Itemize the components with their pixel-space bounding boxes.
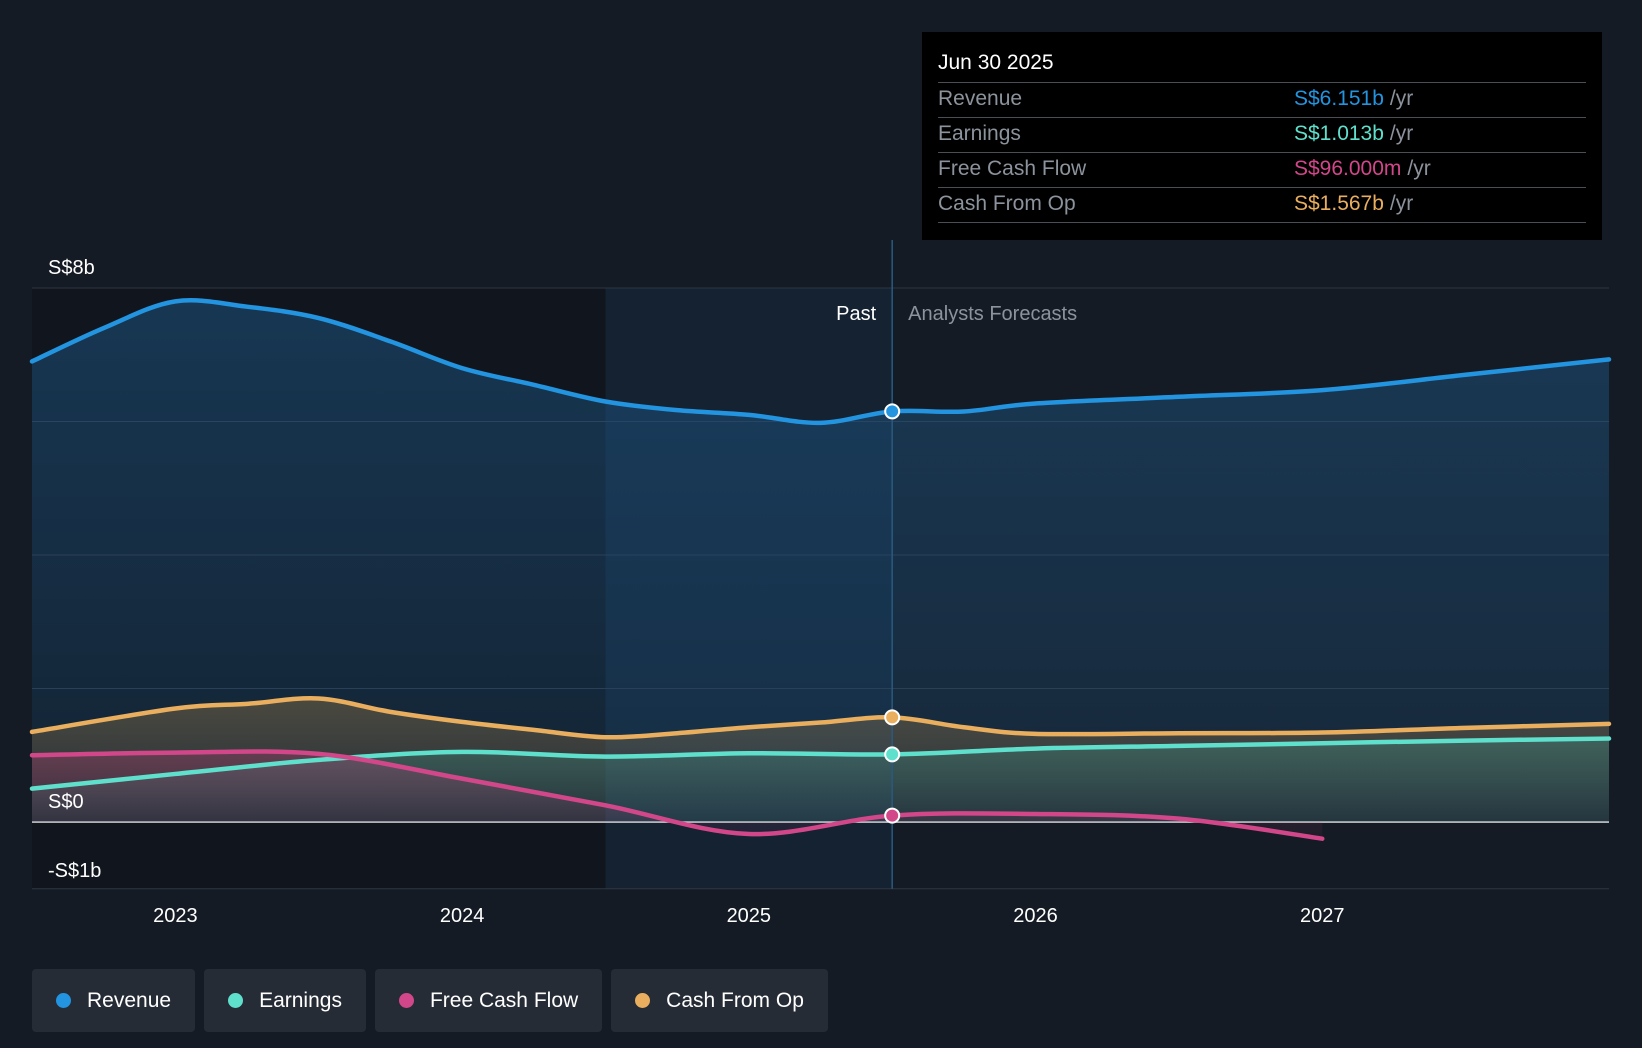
x-axis-tick-label: 2023 <box>153 905 198 927</box>
tooltip-unit: /yr <box>1389 192 1414 215</box>
tooltip-label: Free Cash Flow <box>938 157 1087 180</box>
legend-item-revenue[interactable]: Revenue <box>32 969 196 1032</box>
revenue-marker <box>884 403 901 420</box>
cash-from-op-line <box>29 696 1612 740</box>
revenue-area <box>32 300 1609 823</box>
forecast-label: Analysts Forecasts <box>908 303 1077 325</box>
legend-label: Revenue <box>87 988 172 1012</box>
legend-dot-icon <box>398 993 414 1008</box>
free-cash-flow-line <box>29 749 1325 841</box>
tooltip-date: Jun 30 2025 <box>938 51 1054 74</box>
tooltip-row-earnings: Earnings S$1.013b /yr <box>938 117 1586 152</box>
revenue-line <box>29 298 1612 426</box>
x-axis-tick-label: 2026 <box>1013 905 1058 927</box>
tooltip-label: Earnings <box>938 122 1021 145</box>
legend-dot-icon <box>228 993 244 1008</box>
legend-dot-icon <box>56 993 71 1008</box>
legend-dot-icon <box>635 993 651 1008</box>
tooltip-label: Revenue <box>938 87 1023 110</box>
chart-legend: Revenue Earnings Free Cash Flow Cash Fro… <box>32 969 828 1032</box>
legend-item-earnings[interactable]: Earnings <box>204 969 366 1032</box>
earnings-line <box>29 736 1612 791</box>
tooltip-unit: /yr <box>1407 157 1431 180</box>
tooltip-unit: /yr <box>1389 122 1414 145</box>
cash-from-op-marker <box>884 709 901 726</box>
earnings-marker <box>884 746 901 763</box>
x-axis-tick-label: 2024 <box>440 905 485 927</box>
legend-item-cash-from-op[interactable]: Cash From Op <box>611 969 828 1032</box>
free-cash-flow-marker <box>884 807 901 824</box>
legend-label: Earnings <box>259 988 342 1012</box>
y-axis-label: -S$1b <box>48 860 101 882</box>
x-axis-tick-label: 2027 <box>1300 905 1345 927</box>
legend-label: Cash From Op <box>666 988 804 1012</box>
x-axis-tick-label: 2025 <box>727 905 772 927</box>
tooltip-label: Cash From Op <box>938 192 1076 215</box>
free-cash-flow-area <box>32 751 1323 839</box>
past-label: Past <box>836 303 876 325</box>
tooltip-value: S$6.151b <box>1294 87 1384 110</box>
tooltip-value: S$1.567b <box>1294 192 1384 215</box>
tooltip-value: S$1.013b <box>1294 122 1384 145</box>
tooltip-row-revenue: Revenue S$6.151b /yr <box>938 82 1586 117</box>
legend-item-free-cash-flow[interactable]: Free Cash Flow <box>374 969 603 1032</box>
y-axis-label: S$0 <box>48 791 84 813</box>
tooltip-unit: /yr <box>1389 87 1414 110</box>
legend-label: Free Cash Flow <box>429 988 579 1012</box>
tooltip-value: S$96.000m <box>1294 157 1402 180</box>
y-axis-label: S$8b <box>48 257 95 279</box>
tooltip-row-cash-from-op: Cash From Op S$1.567b /yr <box>938 187 1586 223</box>
tooltip: Jun 30 2025 Revenue S$6.151b /yr Earning… <box>922 32 1602 240</box>
tooltip-row-free-cash-flow: Free Cash Flow S$96.000m /yr <box>938 152 1586 187</box>
